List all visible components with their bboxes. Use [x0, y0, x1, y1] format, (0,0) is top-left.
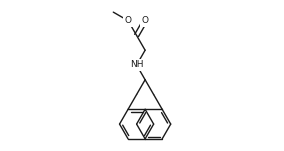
Text: O: O — [125, 16, 131, 25]
Text: O: O — [142, 16, 149, 25]
Text: NH: NH — [130, 61, 143, 69]
